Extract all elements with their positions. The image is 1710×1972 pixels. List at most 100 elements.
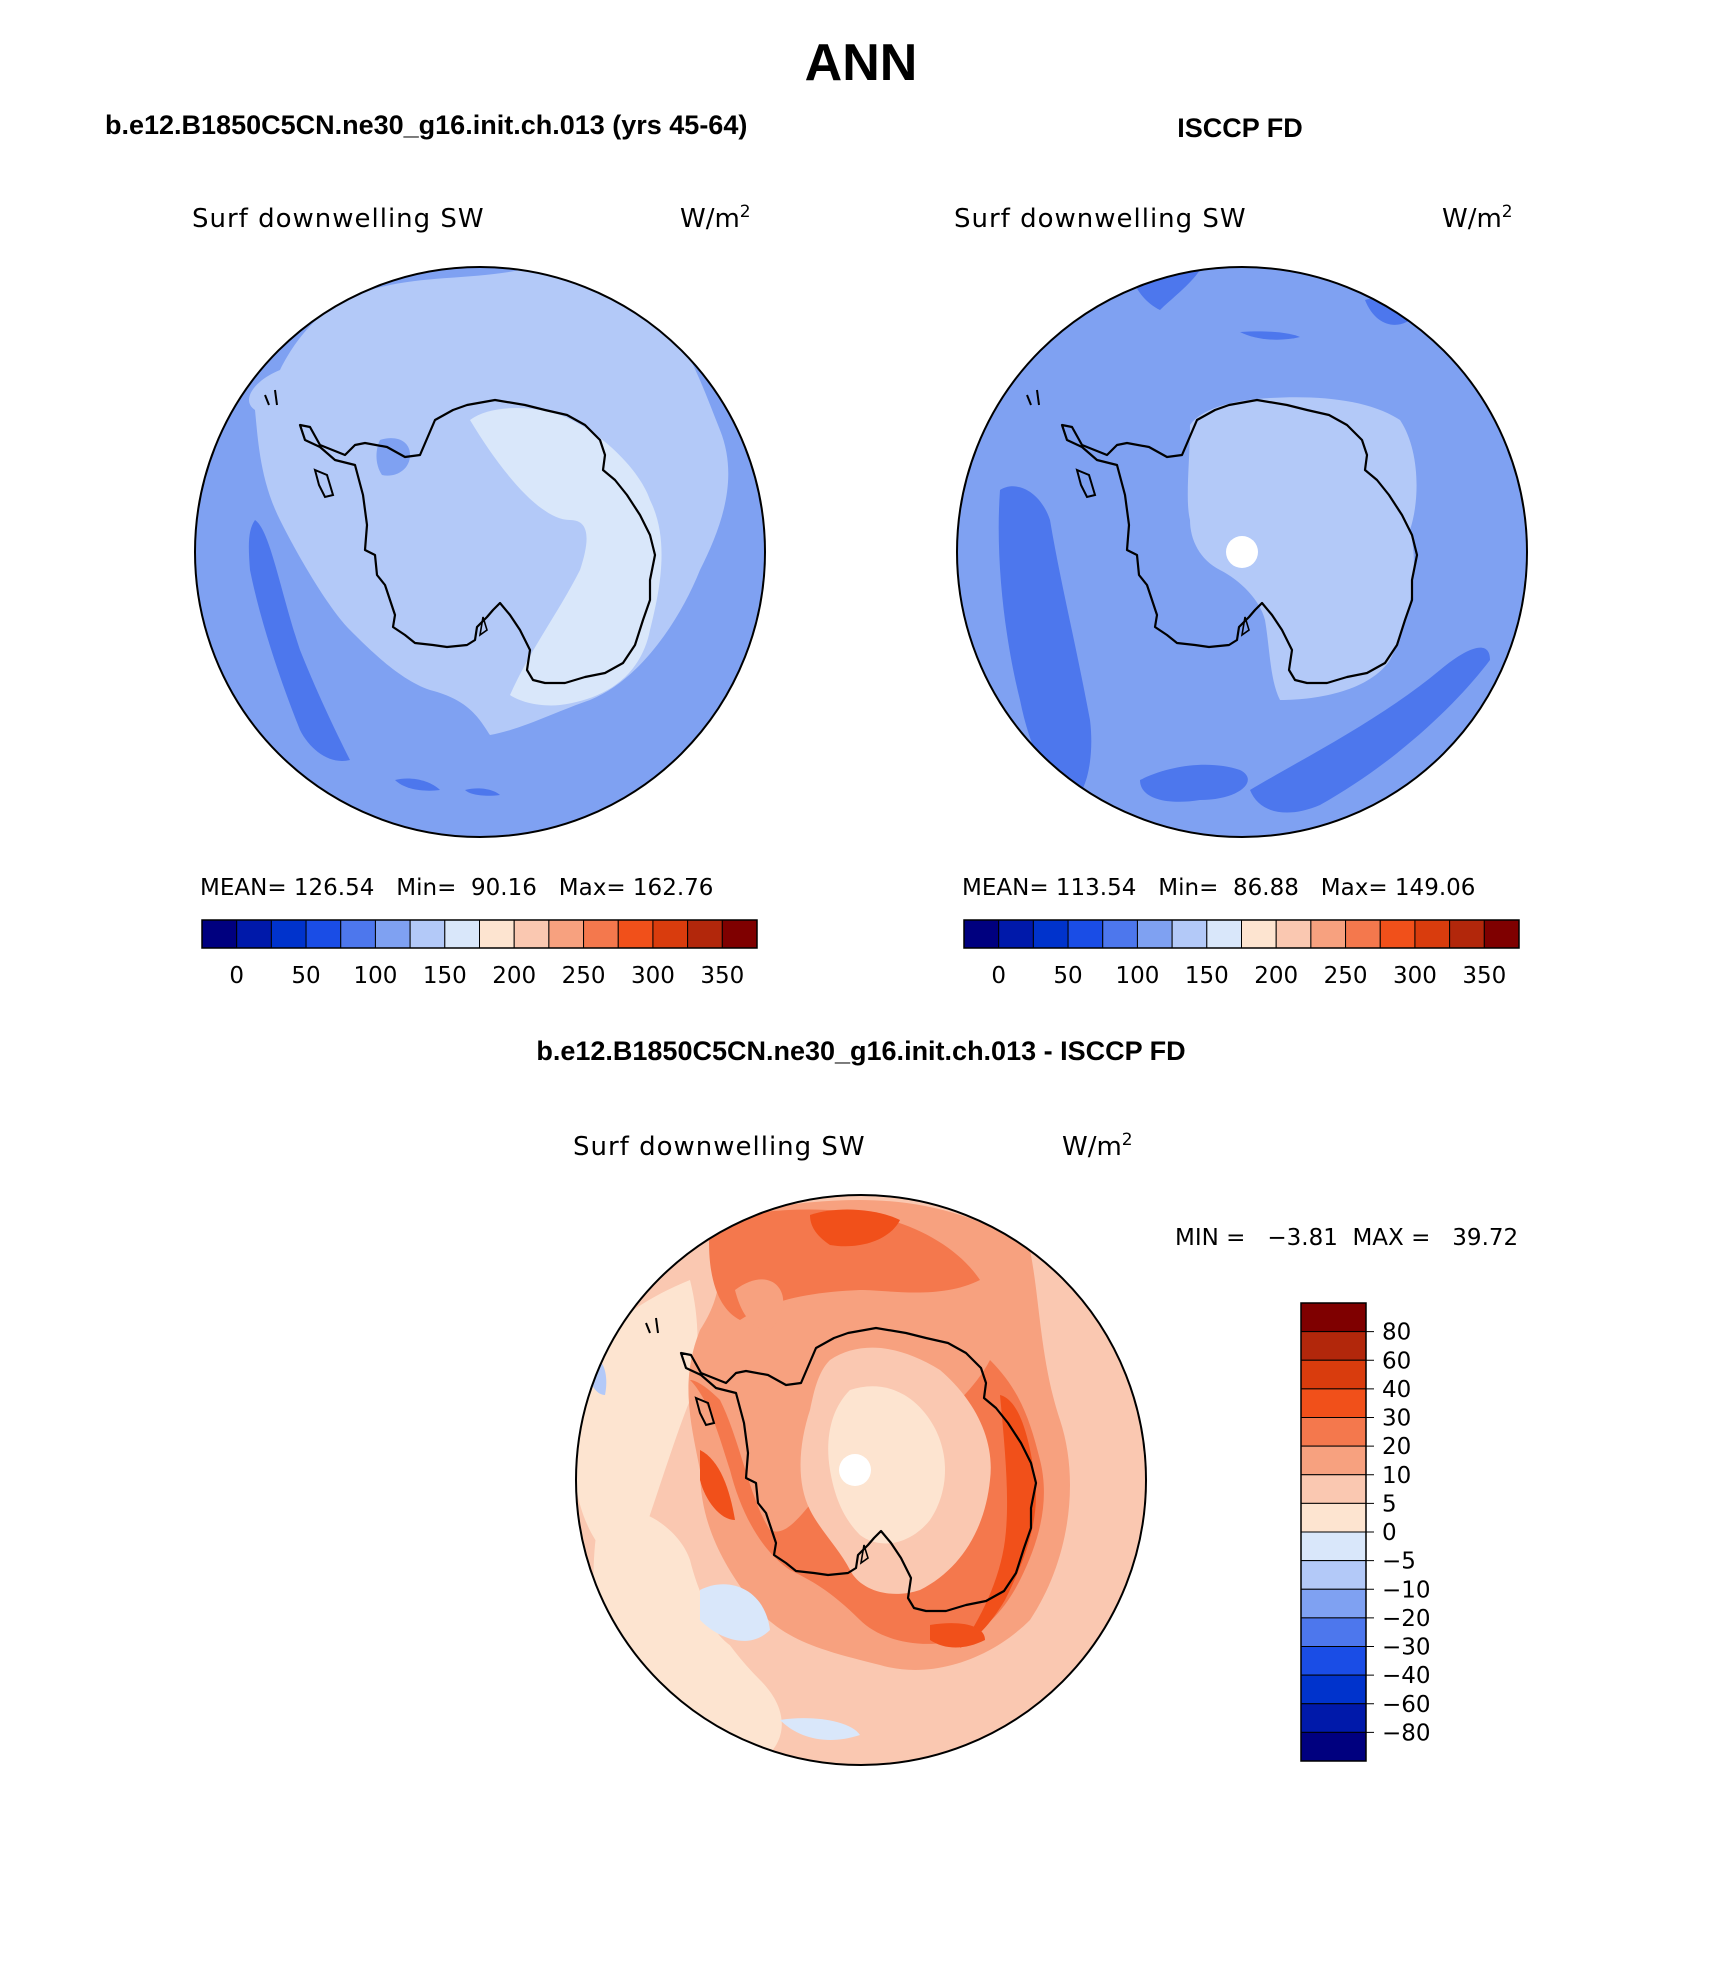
right-colorbar-swatch — [1206, 919, 1242, 949]
right-colorbar-swatch — [1275, 919, 1312, 949]
right-colorbar-tick-label: 0 — [991, 963, 1006, 989]
left-colorbar-swatch — [374, 919, 411, 949]
right-colorbar-swatch — [1102, 919, 1138, 949]
left-colorbar-swatch — [409, 919, 446, 949]
left-colorbar-swatch — [340, 919, 376, 949]
diff-colorbar-tick-label: 60 — [1382, 1348, 1411, 1374]
right-colorbar-tick-label: 250 — [1324, 963, 1368, 989]
right-map — [957, 267, 1527, 837]
diff-colorbar-swatch — [1300, 1560, 1367, 1590]
diff-colorbar-tick-label: −20 — [1382, 1606, 1431, 1632]
right-colorbar-swatch — [998, 919, 1034, 949]
diff-colorbar-tick-label: −40 — [1382, 1663, 1431, 1689]
diff-colorbar-swatch — [1300, 1502, 1367, 1533]
right-colorbar-swatch — [1379, 919, 1416, 949]
diff-colorbar-swatch — [1300, 1646, 1367, 1676]
right-map-border — [956, 266, 1528, 838]
diff-colorbar-tick-label: 30 — [1382, 1406, 1411, 1432]
diff-map — [576, 1195, 1146, 1765]
diff-colorbar-swatch — [1300, 1674, 1367, 1705]
diff-colorbar-tick-label: −30 — [1382, 1635, 1431, 1661]
diff-colorbar-tick-label: 5 — [1382, 1491, 1397, 1517]
diff-units-label: W/m2 — [1062, 1130, 1133, 1162]
left-colorbar-frame — [201, 919, 758, 949]
left-colorbar-tick-label: 150 — [423, 963, 467, 989]
diff-colorbar-tick-label: −10 — [1382, 1577, 1431, 1603]
left-colorbar-swatch — [479, 919, 515, 949]
diff-colorbar-swatch — [1300, 1388, 1367, 1418]
right-colorbar-tick-label: 200 — [1254, 963, 1298, 989]
diff-colorbar-swatch — [1300, 1302, 1367, 1333]
right-colorbar-swatch — [963, 919, 1000, 949]
right-colorbar-swatch — [1067, 919, 1104, 949]
diff-panel: b.e12.B1850C5CN.ne30_g16.init.ch.013 - I… — [536, 1036, 1518, 1766]
right-colorbar-swatch — [1310, 919, 1347, 949]
diff-colorbar-swatch — [1300, 1531, 1367, 1562]
diff-panel-title: b.e12.B1850C5CN.ne30_g16.init.ch.013 - I… — [536, 1036, 1185, 1066]
figure-title: ANN — [805, 34, 918, 92]
diff-colorbar-tick-label: −80 — [1382, 1720, 1431, 1746]
right-colorbar-swatch — [1345, 919, 1381, 949]
left-colorbar-swatch — [236, 919, 272, 949]
diff-colorbar-swatch — [1300, 1474, 1367, 1504]
diff-colorbar-tick-label: −5 — [1382, 1549, 1416, 1575]
left-map-border — [194, 266, 766, 838]
diff-colorbar-swatch — [1300, 1417, 1367, 1447]
diff-colorbar-tick-label: 10 — [1382, 1463, 1411, 1489]
right-colorbar-tick-label: 300 — [1393, 963, 1437, 989]
left-colorbar-swatch — [583, 919, 619, 949]
diff-colorbar-swatch — [1300, 1731, 1367, 1762]
left-colorbar-swatch — [721, 919, 758, 949]
diff-colorbar-swatch — [1300, 1359, 1367, 1390]
right-colorbar-tick-label: 150 — [1185, 963, 1229, 989]
diff-minmax: MIN = −3.81 MAX = 39.72 — [1175, 1225, 1518, 1251]
right-colorbar-swatch — [1032, 919, 1069, 949]
diff-colorbar-tick-label: 40 — [1382, 1377, 1411, 1403]
left-units-label: W/m2 — [680, 202, 751, 234]
diff-variable-label: Surf downwelling SW — [573, 1132, 866, 1162]
right-colorbar-tick-label: 100 — [1115, 963, 1159, 989]
diff-colorbar-tick-label: 20 — [1382, 1434, 1411, 1460]
diff-colorbar-swatch — [1300, 1617, 1367, 1647]
left-panel: Surf downwelling SW W/m2 MEAN= 126.54 Mi… — [192, 202, 766, 989]
left-colorbar-swatch — [201, 919, 238, 949]
right-colorbar: 0 50 100 150 200 250 300 350 — [963, 919, 1520, 989]
left-colorbar: 0 50 100 150 200 250 300 350 — [201, 919, 758, 989]
left-colorbar-tick-label: 200 — [492, 963, 536, 989]
diff-colorbar-swatch — [1300, 1703, 1367, 1733]
left-colorbar-tick-label: 0 — [229, 963, 244, 989]
right-colorbar-tick-label: 350 — [1462, 963, 1506, 989]
left-colorbar-swatch — [270, 919, 307, 949]
right-colorbar-frame — [963, 919, 1520, 949]
panel-left-title: b.e12.B1850C5CN.ne30_g16.init.ch.013 (yr… — [105, 110, 747, 140]
left-stats: MEAN= 126.54 Min= 90.16 Max= 162.76 — [200, 875, 713, 901]
right-variable-label: Surf downwelling SW — [954, 204, 1247, 234]
right-stats: MEAN= 113.54 Min= 86.88 Max= 149.06 — [962, 875, 1475, 901]
right-colorbar-swatch — [1414, 919, 1451, 949]
left-colorbar-tick-label: 250 — [562, 963, 606, 989]
right-units-label: W/m2 — [1442, 202, 1513, 234]
diff-map-border — [575, 1194, 1147, 1766]
diff-colorbar-tick-label: 0 — [1382, 1520, 1397, 1546]
left-map — [195, 267, 765, 837]
left-colorbar-swatch — [444, 919, 480, 949]
left-colorbar-tick-label: 350 — [700, 963, 744, 989]
diff-colorbar-swatch — [1300, 1588, 1367, 1619]
right-colorbar-swatch — [1483, 919, 1520, 949]
right-colorbar-swatch — [1241, 919, 1277, 949]
left-colorbar-swatch — [687, 919, 723, 949]
left-colorbar-swatch — [548, 919, 585, 949]
right-colorbar-swatch — [1136, 919, 1173, 949]
right-colorbar-swatch — [1449, 919, 1485, 949]
diff-colorbar-tick-label: −60 — [1382, 1692, 1431, 1718]
diff-colorbar-tick-label: 80 — [1382, 1320, 1411, 1346]
left-colorbar-swatch — [617, 919, 654, 949]
diff-colorbar-swatch — [1300, 1331, 1367, 1361]
right-colorbar-tick-label: 50 — [1053, 963, 1082, 989]
left-colorbar-swatch — [305, 919, 342, 949]
left-colorbar-tick-label: 50 — [291, 963, 320, 989]
right-colorbar-swatch — [1171, 919, 1208, 949]
left-colorbar-tick-label: 300 — [631, 963, 675, 989]
right-panel: Surf downwelling SW W/m2 MEAN= 113.54 Mi… — [954, 202, 1528, 989]
